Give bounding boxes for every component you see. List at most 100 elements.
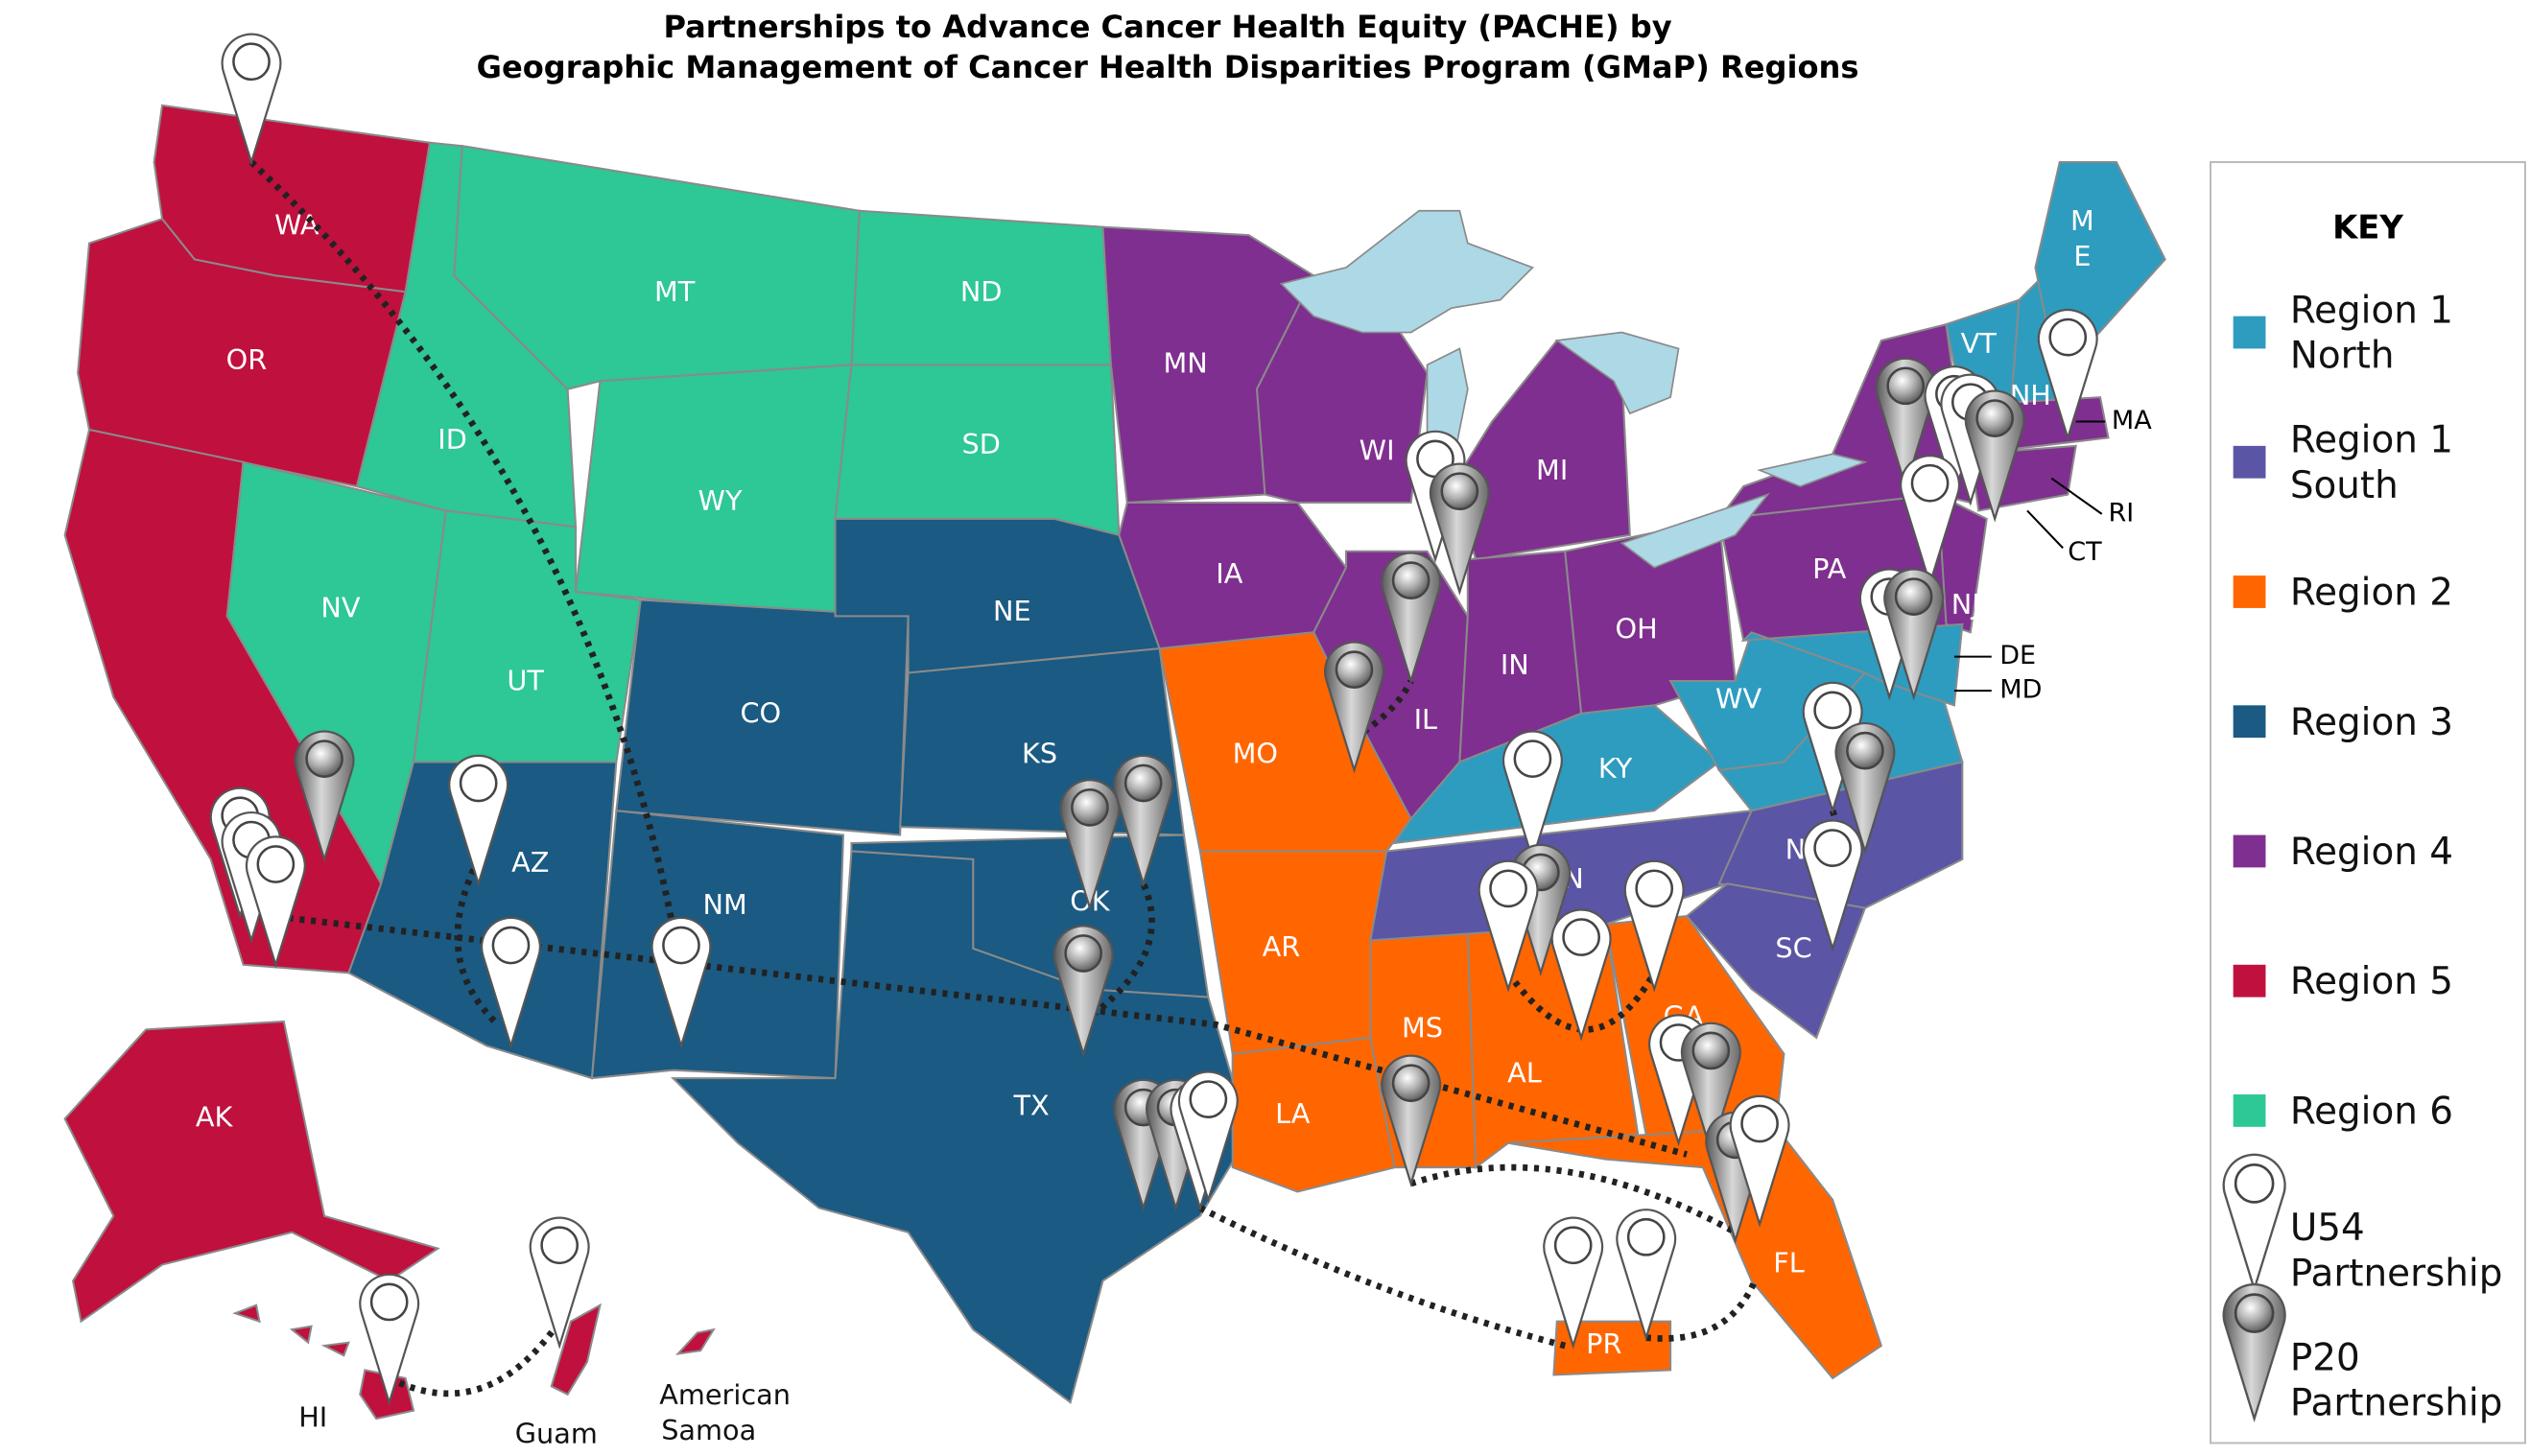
- pin-head: [1440, 472, 1479, 511]
- pin-head: [2048, 317, 2088, 357]
- state-label: KS: [1022, 738, 1057, 770]
- state-label: ME: [2066, 204, 2098, 276]
- state-shape: [550, 1303, 602, 1397]
- pin-head: [1894, 577, 1933, 616]
- pin-head: [1562, 918, 1600, 956]
- u54-pin: [1478, 859, 1539, 993]
- leader-line: [2026, 509, 2064, 550]
- lake-superior: [1279, 209, 1534, 334]
- pin-head: [540, 1226, 579, 1265]
- key-label: Region 5: [2290, 960, 2453, 1003]
- state-label: WV: [1715, 682, 1762, 715]
- key-label: North: [2290, 335, 2395, 378]
- state-label: NV: [320, 592, 360, 624]
- key-label: Region 1: [2290, 289, 2453, 332]
- pin-head: [459, 763, 498, 803]
- partnership-link: [388, 1319, 562, 1397]
- key-swatch: [2233, 575, 2266, 608]
- pin-head: [1489, 869, 1527, 908]
- u54-pin: [221, 33, 282, 166]
- partnership-link: [454, 857, 497, 1024]
- state-shape: [1507, 1125, 1883, 1380]
- key-label: Partnership: [2290, 1253, 2503, 1296]
- state-label: MA: [2112, 406, 2152, 435]
- lake-huron: [1554, 331, 1680, 415]
- state-label: ID: [437, 423, 467, 456]
- pin-head: [369, 1282, 409, 1322]
- p20-pin: [1680, 1022, 1741, 1155]
- partnership-link: [1198, 1205, 1567, 1350]
- state-label: NE: [993, 595, 1031, 627]
- state-label: AZ: [511, 846, 549, 879]
- partnership-link: [1081, 881, 1155, 1024]
- u54-pin: [1550, 908, 1612, 1042]
- u54-pin: [1802, 819, 1863, 952]
- u54-pin: [1900, 455, 1961, 588]
- state-label: VT: [1961, 327, 1998, 360]
- u54-pin: [2222, 1153, 2286, 1293]
- key-swatch: [2233, 964, 2266, 998]
- pin-head: [1335, 650, 1374, 690]
- p20-pin: [1113, 754, 1174, 888]
- pin-head: [491, 926, 531, 965]
- state-label: PA: [1812, 552, 1846, 585]
- state-label: TX: [1012, 1090, 1049, 1122]
- pin-head: [1886, 366, 1926, 406]
- pin-head: [1910, 463, 1950, 503]
- state-label: MI: [1536, 454, 1568, 486]
- p20-pin: [1381, 552, 1442, 685]
- u54-pin: [359, 1273, 420, 1406]
- key-swatch: [2233, 834, 2266, 868]
- u54-pin: [1802, 681, 1863, 814]
- u54-pin: [2037, 308, 2098, 442]
- pin-head: [305, 740, 343, 778]
- pin-head: [1740, 1104, 1779, 1143]
- lake-erie: [1620, 492, 1770, 569]
- state-label: WI: [1360, 434, 1395, 467]
- territory-label: American: [659, 1378, 791, 1411]
- state-label: RI: [2109, 498, 2135, 528]
- pin-head: [1813, 691, 1852, 730]
- pin-head: [1626, 1217, 1666, 1256]
- state-label: MD: [1999, 675, 2042, 705]
- key-title: KEY: [2332, 208, 2403, 246]
- pin-head: [256, 845, 296, 883]
- p20-pin: [1381, 1054, 1442, 1187]
- pin-head: [1391, 561, 1431, 600]
- u54-pin: [1177, 1070, 1239, 1204]
- pin-head: [1513, 740, 1552, 778]
- p20-pin: [1052, 925, 1114, 1058]
- u54-pin: [650, 916, 712, 1050]
- state-shape: [232, 1303, 261, 1324]
- pin-head: [662, 926, 700, 965]
- key-label: U54: [2290, 1207, 2365, 1250]
- pin-head: [1691, 1031, 1731, 1070]
- pin-head: [1189, 1080, 1228, 1118]
- state-label: DE: [1999, 641, 2036, 670]
- key-swatch: [2233, 316, 2266, 349]
- state-label: IA: [1216, 557, 1242, 590]
- state-shape: [289, 1325, 313, 1345]
- key-label: Region 2: [2290, 572, 2453, 615]
- state-label: SD: [962, 428, 1001, 460]
- pins: [209, 33, 2098, 1406]
- pin-head: [1553, 1226, 1593, 1265]
- state-shape: [320, 1341, 350, 1357]
- p20-pin: [1834, 721, 1896, 856]
- state-label: ND: [960, 275, 1003, 308]
- p20-pin: [1964, 389, 2025, 523]
- leader-line: [2050, 477, 2103, 515]
- state-label: SC: [1775, 932, 1811, 965]
- u54-pin: [1616, 1209, 1677, 1342]
- state-shape: [671, 850, 1250, 1404]
- state-shape: [63, 1020, 440, 1324]
- p20-pin: [294, 730, 355, 863]
- pin-head: [1846, 731, 1884, 770]
- state-label: CO: [740, 696, 781, 729]
- state-label: FL: [1773, 1247, 1805, 1280]
- state-shape: [1231, 1036, 1396, 1193]
- partnership-link: [248, 159, 685, 974]
- state-shape: [1552, 1320, 1672, 1376]
- state-shape: [347, 761, 618, 1080]
- pin-head: [1391, 1064, 1431, 1103]
